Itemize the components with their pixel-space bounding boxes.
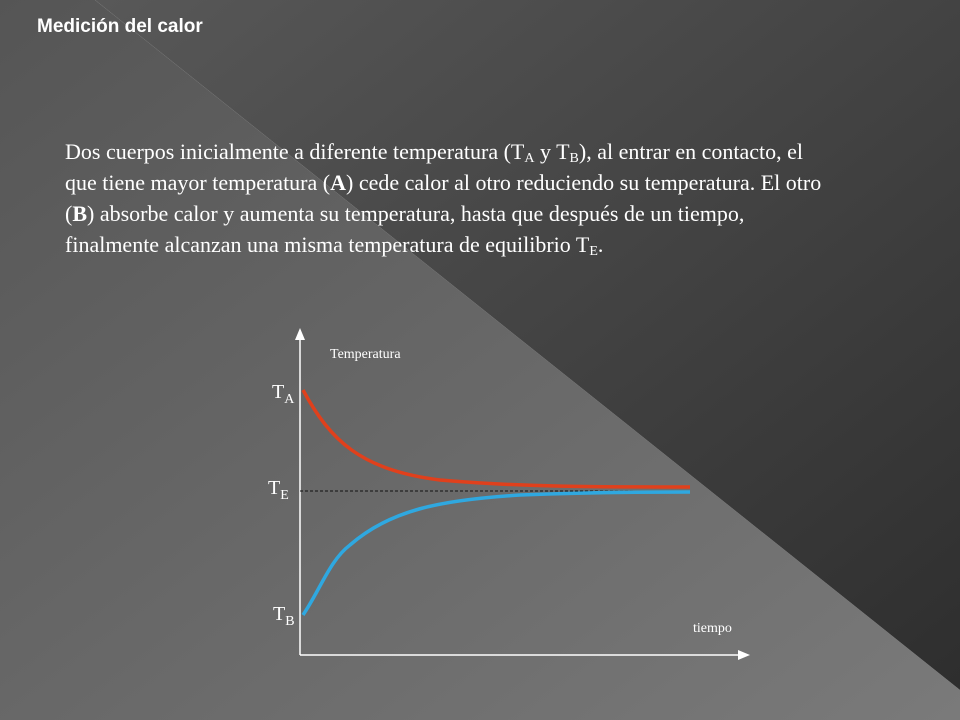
label-ta: TA [272,381,295,407]
x-axis-label: tiempo [693,621,732,636]
text-run: . [597,232,604,257]
label-main: T [272,381,284,403]
label-sub: E [280,488,289,503]
label-sub: B [285,614,294,629]
subscript: B [569,151,579,166]
subscript: A [524,151,535,166]
text-run: Dos cuerpos inicialmente a diferente tem… [65,139,525,164]
subscript: E [589,244,598,259]
curve-a [301,389,691,489]
curve-b [301,490,691,616]
title: Medición del calor [37,16,203,37]
bold-text: A [330,170,346,195]
label-tb: TB [273,603,295,629]
x-arrow [738,650,750,660]
text-run: y T [534,139,570,164]
label-main: T [268,477,280,499]
y-arrow [295,328,305,340]
text-run: ), al entrar en contacto, el que tiene m… [65,139,804,195]
label-sub: A [284,392,295,407]
label-main: T [273,603,285,625]
bold-text: B [72,201,88,226]
y-axis-label: Temperatura [330,347,401,362]
upper-panel [95,0,960,690]
text-run: ) absorbe calor y aumenta su temperatura… [65,201,745,257]
text-run: ) cede calor al otro reduciendo su tempe… [65,170,822,226]
paragraph: Dos cuerpos inicialmente a diferente tem… [65,136,835,260]
label-te: TE [268,477,289,503]
